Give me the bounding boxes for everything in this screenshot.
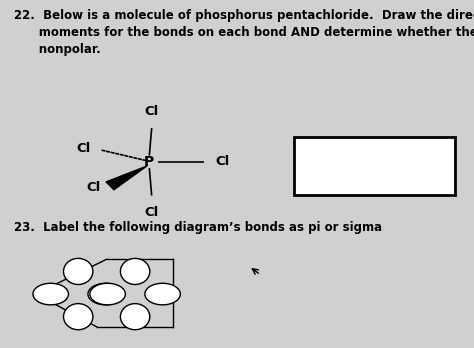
Ellipse shape bbox=[88, 283, 123, 305]
Ellipse shape bbox=[120, 303, 150, 330]
Bar bbox=[294, 137, 455, 195]
Ellipse shape bbox=[90, 283, 125, 305]
Text: 23.  Label the following diagram’s bonds as pi or sigma: 23. Label the following diagram’s bonds … bbox=[14, 221, 383, 234]
Text: P: P bbox=[144, 155, 155, 169]
Text: Cl: Cl bbox=[145, 206, 159, 219]
Text: 22.  Below is a molecule of phosphorus pentachloride.  Draw the direction of the: 22. Below is a molecule of phosphorus pe… bbox=[14, 9, 474, 22]
Text: Cl: Cl bbox=[86, 181, 100, 195]
Polygon shape bbox=[106, 166, 147, 190]
Ellipse shape bbox=[64, 258, 93, 285]
Text: Cl: Cl bbox=[216, 155, 230, 168]
Text: nonpolar.: nonpolar. bbox=[14, 44, 101, 56]
Text: moments for the bonds on each bond AND determine whether the molecule is polar o: moments for the bonds on each bond AND d… bbox=[14, 26, 474, 39]
Ellipse shape bbox=[120, 258, 150, 285]
Ellipse shape bbox=[145, 283, 180, 305]
Text: Cl: Cl bbox=[77, 142, 91, 155]
Ellipse shape bbox=[64, 303, 93, 330]
Text: Cl: Cl bbox=[145, 105, 159, 118]
Ellipse shape bbox=[33, 283, 68, 305]
